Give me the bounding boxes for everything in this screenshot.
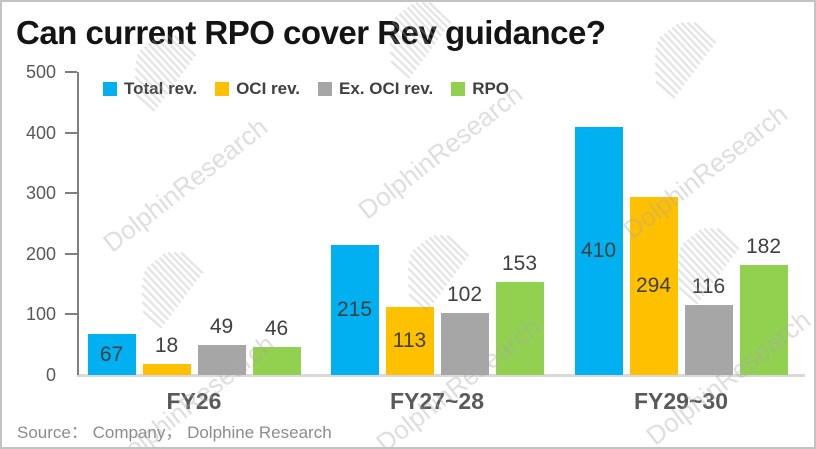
bar-rpo-fy26 [252, 347, 301, 375]
source-note: Source： Company， Dolphine Research [17, 423, 332, 442]
bar-value-label: 49 [209, 315, 234, 338]
bar-value-label: 18 [154, 334, 179, 357]
y-axis-tick-label: 100 [25, 304, 56, 325]
legend-item-total-rev: Total rev. [103, 79, 197, 99]
y-axis-tick [65, 192, 77, 195]
legend-swatch-icon [215, 82, 230, 96]
bar-value-label: 113 [392, 329, 427, 352]
watermark-text: DolphinResearch [97, 111, 274, 259]
legend-swatch-icon [103, 82, 117, 96]
bar-total-rev-fy29-30 [574, 127, 623, 375]
bar-value-label: 182 [745, 235, 782, 258]
legend-label: Total rev. [124, 79, 198, 98]
bar-value-label: 153 [501, 252, 538, 275]
category-label: FY26 [166, 388, 222, 414]
legend-label: Ex. OCI rev. [339, 79, 434, 98]
bar-value-label: 67 [99, 342, 124, 366]
bar-rpo-fy27-28 [495, 282, 544, 375]
bar-value-label: 294 [635, 274, 672, 297]
y-axis-tick [65, 71, 77, 73]
bar-value-label: 102 [446, 283, 483, 306]
category-label: FY29~30 [634, 388, 728, 414]
bar-rpo-fy29-30 [739, 265, 788, 375]
y-axis-tick [65, 313, 77, 316]
bar-total-rev-fy26 [87, 334, 136, 375]
legend-item-rpo: RPO [451, 79, 509, 99]
x-axis-line [77, 374, 805, 377]
chart-legend: Total rev. OCI rev. Ex. OCI rev. RPO [103, 79, 509, 99]
watermark-text: DolphinResearch [352, 78, 529, 226]
bar-value-label: 46 [264, 317, 289, 340]
legend-item-oci-rev: OCI rev. [215, 79, 300, 99]
y-axis-tick-label: 0 [45, 365, 56, 385]
legend-label: RPO [472, 79, 510, 98]
y-axis-tick-label: 500 [25, 62, 56, 82]
chart-title: Can current RPO cover Rev guidance? [16, 14, 606, 51]
legend-label: OCI rev. [236, 79, 300, 98]
bar-total-rev-fy27-28 [330, 245, 379, 375]
bar-ex-oci-rev-fy27-28 [440, 313, 489, 375]
y-axis-tick-label: 300 [25, 183, 56, 204]
bar-ex-oci-rev-fy26 [197, 345, 246, 375]
bar-ex-oci-rev-fy29-30 [684, 305, 733, 375]
y-axis-tick [65, 252, 77, 255]
y-axis-tick-label: 400 [25, 122, 56, 143]
legend-item-ex-oci-rev: Ex. OCI rev. [318, 79, 433, 99]
bar-oci-rev-fy27-28 [385, 307, 434, 375]
legend-swatch-icon [318, 82, 332, 96]
y-axis-tick-label: 200 [25, 243, 56, 264]
legend-swatch-icon [451, 82, 466, 96]
bar-oci-rev-fy26 [142, 364, 191, 375]
y-axis-tick [65, 131, 77, 134]
bar-value-label: 215 [336, 298, 373, 321]
category-label: FY27~28 [390, 388, 484, 414]
y-axis-line [77, 72, 79, 375]
bar-oci-rev-fy29-30 [629, 197, 678, 375]
dolphin-logo-icon [654, 21, 717, 99]
bar-value-label: 116 [691, 275, 726, 298]
bar-value-label: 410 [580, 239, 617, 262]
